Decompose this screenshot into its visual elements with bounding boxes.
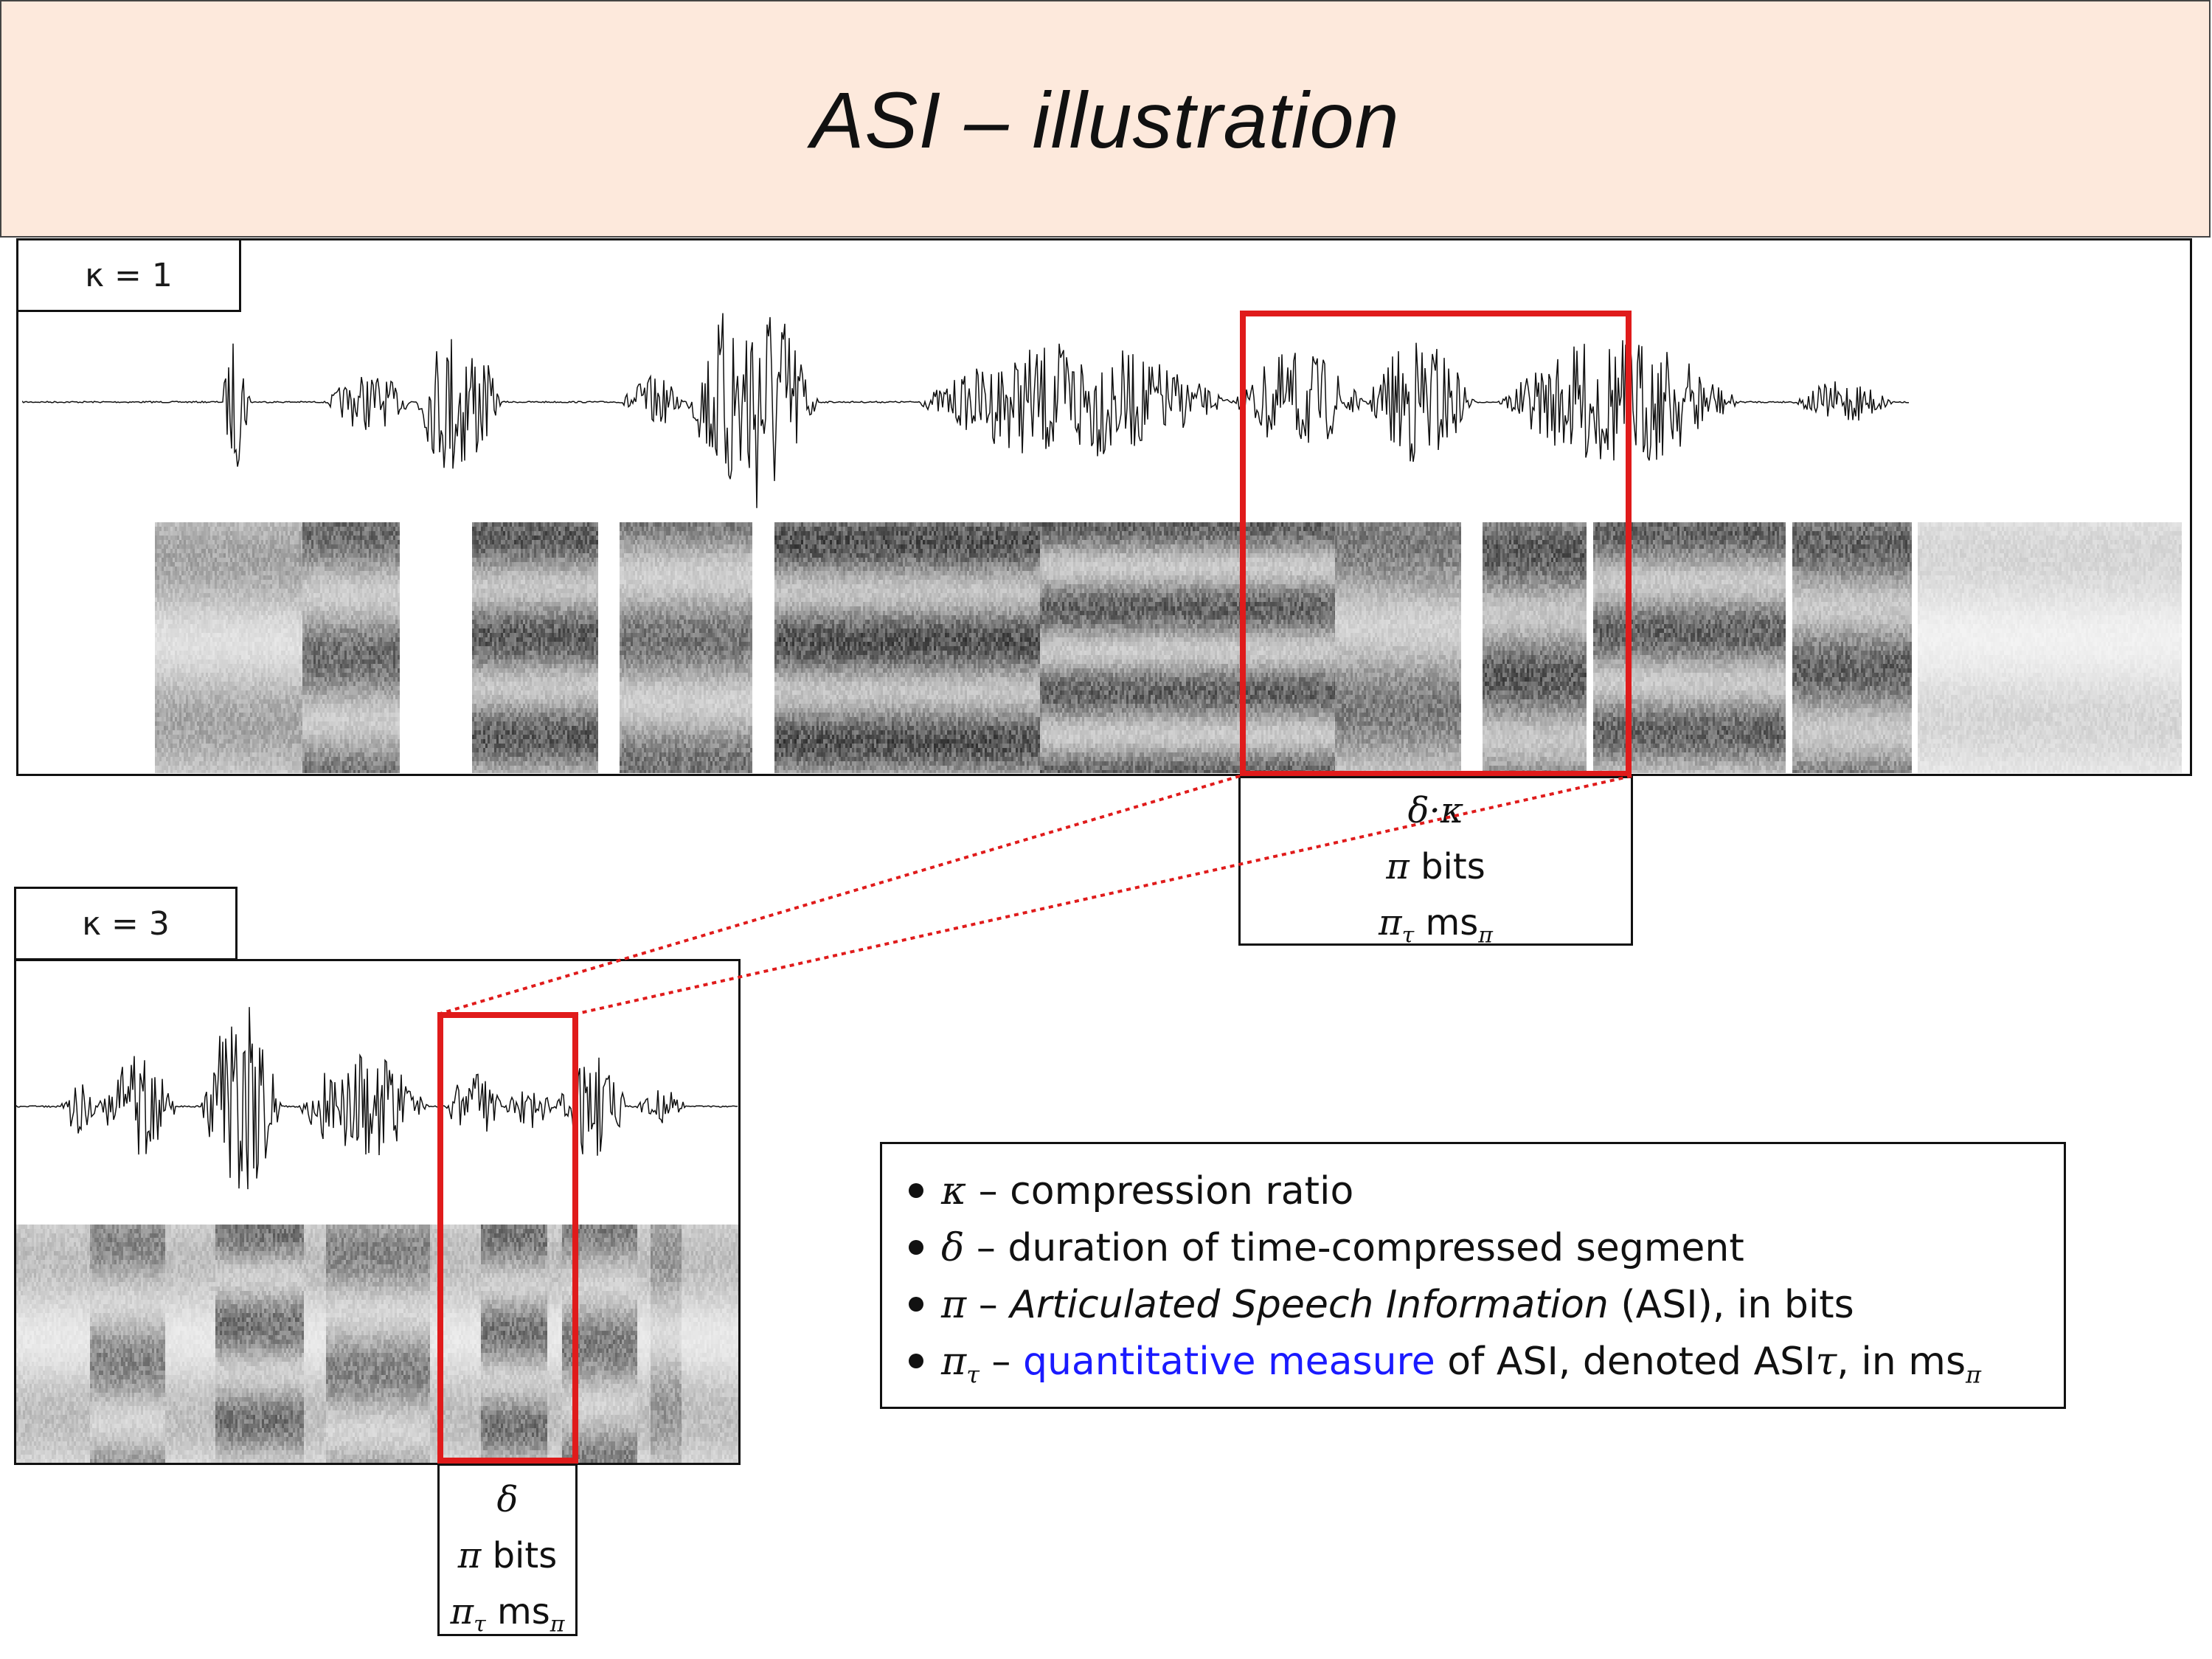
legend-box: κ – compression ratio δ – duration of ti… <box>880 1142 2066 1409</box>
bullet-icon <box>909 1240 923 1255</box>
quantitative-measure-link: quantitative measure <box>1023 1340 1435 1384</box>
legend-item-pi: π – Articulated Speech Information (ASI)… <box>909 1277 2064 1334</box>
connector-right <box>578 776 1632 1014</box>
bullet-icon <box>909 1297 923 1312</box>
connector-left <box>440 776 1240 1014</box>
legend-item-delta: δ – duration of time-compressed segment <box>909 1220 2064 1277</box>
legend-item-kappa: κ – compression ratio <box>909 1163 2064 1220</box>
bullet-icon <box>909 1354 923 1368</box>
legend-item-pi-tau: πτ – quantitative measure of ASI, denote… <box>909 1334 2064 1390</box>
bullet-icon <box>909 1183 923 1198</box>
